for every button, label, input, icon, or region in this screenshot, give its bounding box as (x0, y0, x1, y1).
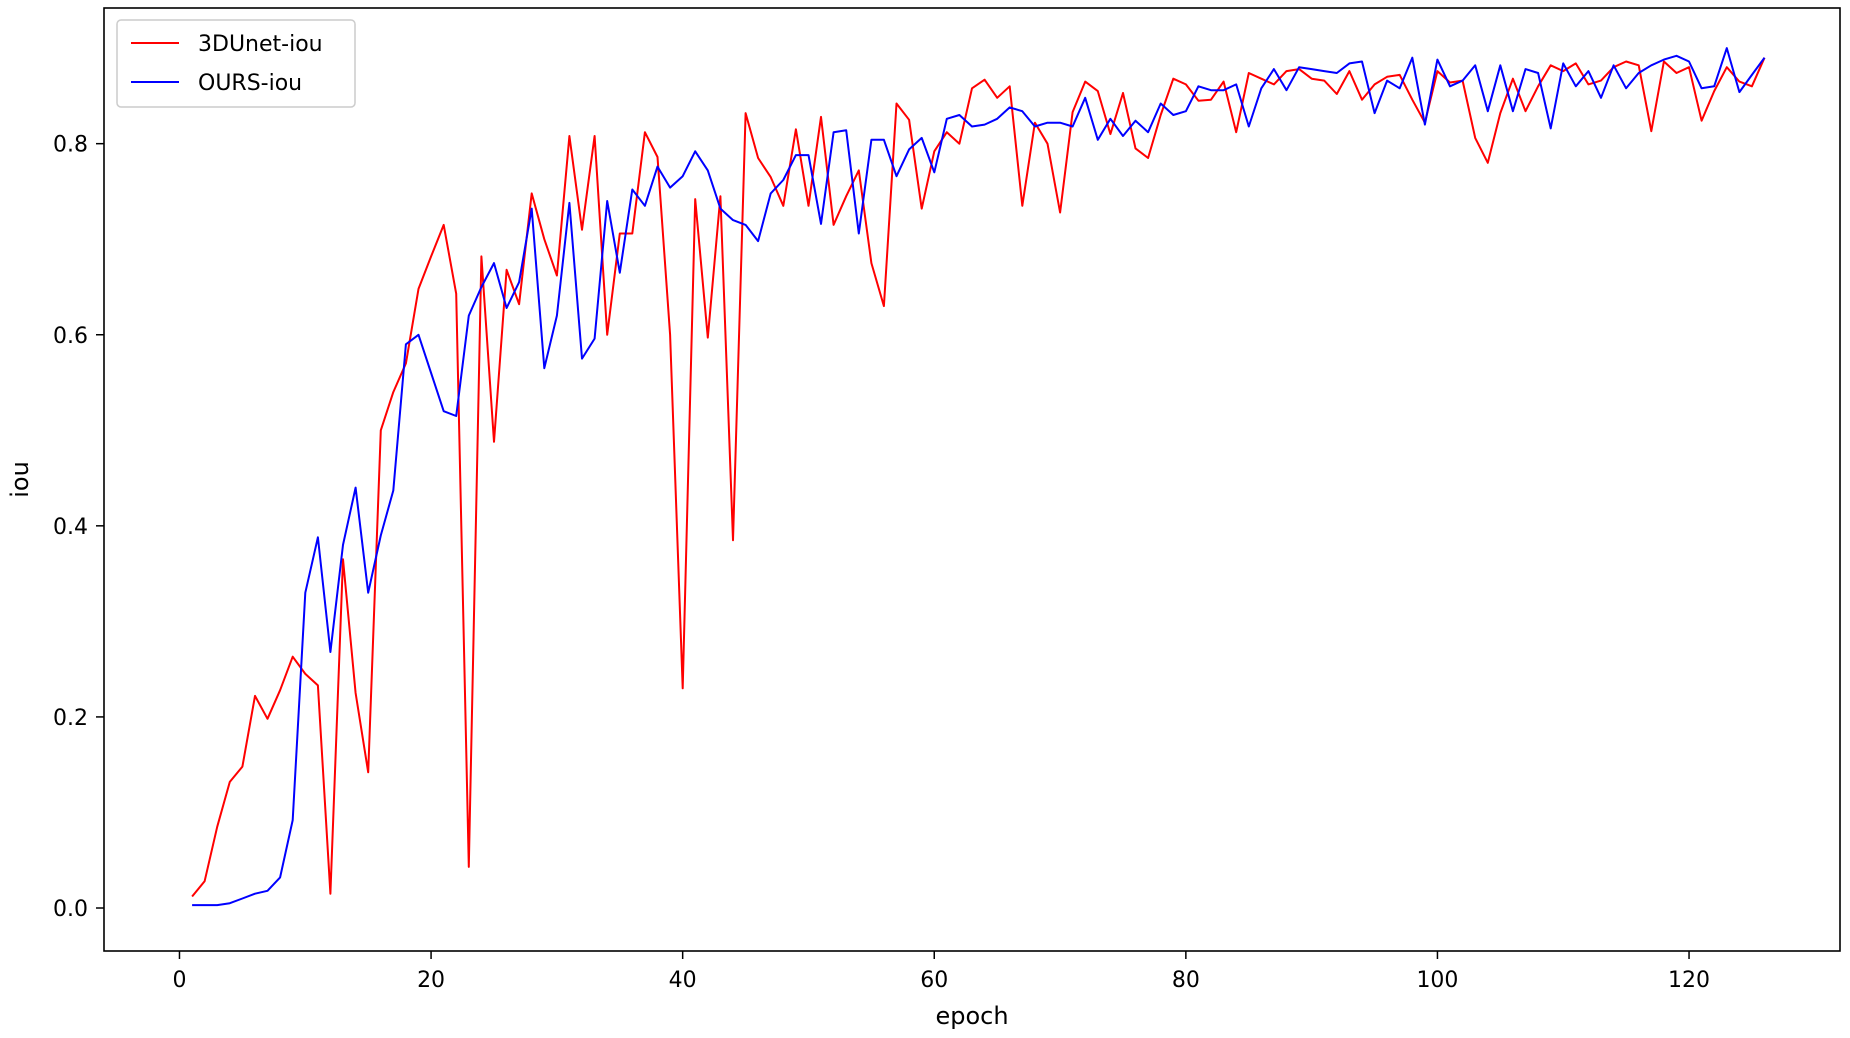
x-tick-label: 0 (172, 968, 186, 993)
legend-box (116, 19, 356, 108)
y-tick-label: 0.6 (53, 324, 88, 349)
legend-label-0: 3DUnet-iou (198, 32, 323, 57)
x-tick-label: 100 (1416, 968, 1458, 993)
x-tick-label: 80 (1172, 968, 1200, 993)
plot-area-frame (103, 7, 1841, 952)
x-tick-label: 40 (669, 968, 697, 993)
series-line-1 (192, 47, 1766, 907)
y-tick-label: 0.2 (53, 706, 88, 731)
y-axis-ticks: 0.0 0.2 0.4 0.6 0.8 (53, 133, 104, 922)
y-tick-label: 0.0 (53, 897, 88, 922)
y-tick-label: 0.4 (53, 515, 88, 540)
x-axis-ticks: 0 20 40 60 80 100 120 (172, 951, 1710, 993)
series-lines (191, 47, 1766, 907)
x-tick-label: 60 (920, 968, 948, 993)
x-tick-label: 20 (417, 968, 445, 993)
legend: 3DUnet-iou OURS-iou (116, 19, 356, 108)
y-axis-label: iou (6, 461, 34, 498)
legend-label-1: OURS-iou (198, 71, 302, 96)
series-line-0 (191, 57, 1766, 898)
y-tick-label: 0.8 (53, 133, 88, 158)
x-axis-label: epoch (935, 1002, 1008, 1030)
x-tick-label: 120 (1668, 968, 1710, 993)
